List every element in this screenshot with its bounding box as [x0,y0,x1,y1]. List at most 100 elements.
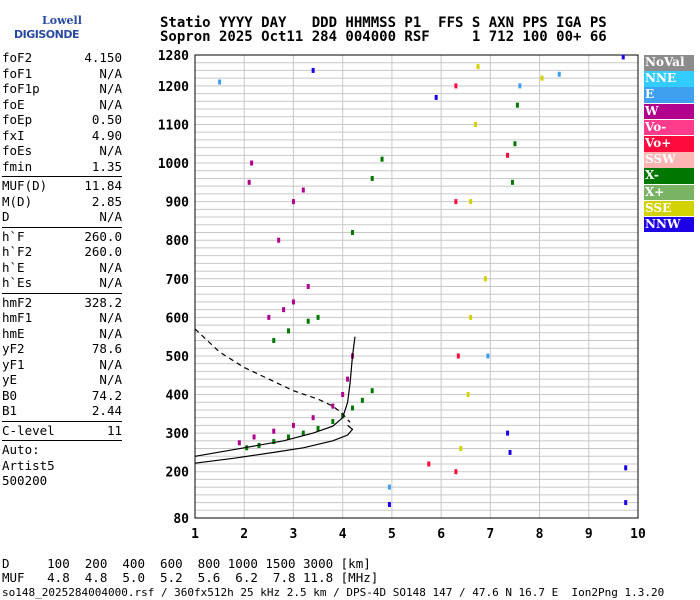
y-tick-label: 1000 [158,157,189,172]
param-value: N/A [99,209,122,224]
data-point-w [252,434,256,440]
param-row: MUF(D) 11.84 [2,178,122,194]
data-point-sse [459,446,463,452]
param-row: fxI 4.90 [2,128,122,144]
param-key: hmE [2,325,25,341]
data-point-nnw [621,54,625,60]
data-point-sse [540,75,544,81]
polarization-legend: NoVal NNE E W Vo- Vo+ SSW X- X+ SSE NNW [644,55,694,233]
data-point-w [301,187,305,193]
y-tick-label: 80 [173,512,189,527]
data-point-w [247,179,251,185]
param-value: 328.2 [84,294,122,310]
data-point-vo- [427,461,431,467]
y-tick-label: 800 [166,234,190,249]
data-point-vo- [454,199,458,205]
header-field-values: Sopron 2025 Oct11 284 004000 RSF 1 712 1… [160,29,607,45]
param-row: hmE N/A [2,326,122,342]
param-row: yE N/A [2,372,122,388]
data-point-w [341,392,345,398]
legend-item-nne: NNE [644,71,694,87]
param-row: D N/A [2,209,122,225]
param-value: N/A [99,143,122,158]
param-row: C-level 11 [2,423,122,439]
param-value: 260.0 [84,228,122,244]
data-point-x- [380,156,384,162]
x-tick-label: 2 [240,527,248,542]
data-point-nnw [311,67,315,73]
param-key: B1 [2,403,18,418]
param-key: foF1 [2,65,33,81]
param-row: foE N/A [2,97,122,113]
legend-item-nnw: NNW [644,216,694,233]
param-value: 2.44 [91,403,122,418]
param-value: 2.85 [91,193,122,209]
param-key: B0 [2,387,18,403]
virtual-height-X-trace [194,424,354,464]
panel-separator [2,226,122,228]
data-point-vo- [454,83,458,89]
data-point-x- [287,328,291,334]
data-point-w [306,284,310,289]
legend-item-vo-: Vo+ [644,135,694,152]
data-point-e [218,79,222,85]
panel-separator [2,176,122,177]
param-key: fxI [2,127,25,143]
data-point-x- [370,388,374,394]
x-tick-label: 5 [388,527,396,542]
param-key: M(D) [2,193,33,209]
param-value: 1.35 [91,158,122,174]
y-tick-label: 1200 [158,80,189,95]
data-point-x- [510,179,514,185]
legend-item-vo-: Vo- [644,119,694,136]
param-key: foEp [2,112,33,127]
data-point-w [267,314,271,320]
data-point-x- [513,141,517,147]
param-row: yF1 N/A [2,357,122,373]
data-point-w [291,299,295,305]
data-point-w [311,415,315,421]
param-value: N/A [99,65,122,81]
lowell-digisonde-logo: Lowell DIGISONDE [4,6,82,42]
data-point-nnw [506,430,510,436]
data-point-x- [351,405,355,411]
param-key: yF1 [2,356,25,372]
data-point-sse [469,314,473,320]
x-tick-label: 3 [290,527,298,542]
param-key: fmin [2,158,33,174]
x-tick-label: 7 [486,527,494,542]
param-value: N/A [99,325,122,341]
data-point-w [250,160,254,166]
data-point-w [272,428,276,434]
panel-separator [2,420,122,422]
param-key: D [2,209,10,224]
param-row: h`E N/A [2,260,122,276]
panel-separator [2,440,122,441]
param-key: foE [2,96,25,112]
data-point-x- [370,175,374,181]
y-tick-label: 1100 [158,118,189,133]
param-value: 4.150 [84,50,122,65]
y-tick-label: 900 [166,196,190,211]
param-key: hmF1 [2,310,33,325]
data-point-x- [272,338,276,344]
legend-item-e: E [644,87,694,103]
param-value: 4.90 [91,127,122,143]
autoscale-line2: Artist5 [2,457,55,473]
param-row: h`Es N/A [2,275,122,291]
panel-separator [2,292,122,294]
data-point-x- [316,425,320,431]
data-point-sse [483,276,487,282]
param-value: N/A [99,275,122,290]
param-row: M(D) 2.85 [2,194,122,210]
param-key: hmF2 [2,294,33,310]
data-point-x- [331,419,335,425]
x-tick-label: 10 [630,527,646,542]
legend-item-noval: NoVal [644,55,694,71]
param-row: fmin 1.35 [2,159,122,175]
logo-line1: Lowell [42,14,82,27]
param-row: foEs N/A [2,143,122,159]
data-point-x- [341,413,345,419]
data-point-vo- [456,353,460,359]
param-row: hmF2 328.2 [2,295,122,311]
